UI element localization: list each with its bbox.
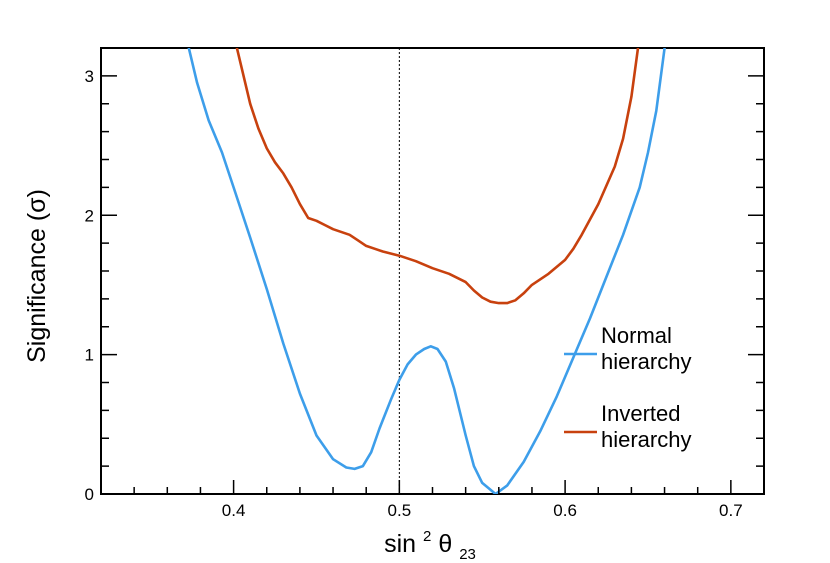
x-tick-label: 0.6 xyxy=(553,501,577,520)
legend-label: Normal xyxy=(601,323,672,348)
y-tick-label: 2 xyxy=(85,206,94,225)
x-axis-title-base: sin xyxy=(384,530,416,558)
x-tick-label: 0.5 xyxy=(388,501,412,520)
x-axis-title-sup: 2 xyxy=(423,528,431,545)
series-line-inverted-hierarchy xyxy=(235,48,640,305)
x-tick-label: 0.4 xyxy=(222,501,246,520)
x-tick-label: 0.7 xyxy=(719,501,743,520)
y-tick-label: 0 xyxy=(85,485,94,504)
y-axis: 0 1 2 3 xyxy=(85,47,764,504)
x-axis-title-sub: 23 xyxy=(459,546,476,563)
y-tick-label: 3 xyxy=(85,67,94,86)
y-tick-label: 1 xyxy=(85,346,94,365)
x-axis-title-theta: θ xyxy=(438,530,452,558)
x-axis: 0.4 0.5 0.6 0.7 xyxy=(100,480,765,520)
legend-label: Inverted xyxy=(601,401,681,426)
series-line-normal-hierarchy xyxy=(187,48,666,494)
y-axis-title: Significance (σ) xyxy=(23,189,51,363)
x-axis-title: sin 2 θ 23 xyxy=(384,519,476,563)
legend-label: hierarchy xyxy=(601,427,691,452)
series-group xyxy=(187,48,666,494)
legend-label: hierarchy xyxy=(601,349,691,374)
